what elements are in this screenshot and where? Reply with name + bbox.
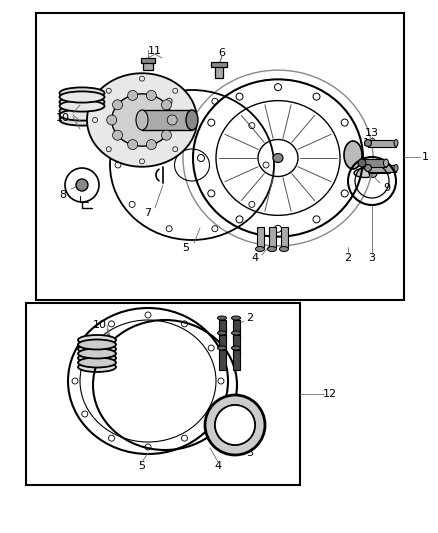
Circle shape — [76, 179, 88, 191]
Bar — [362, 159, 386, 167]
Ellipse shape — [364, 165, 371, 172]
Text: 13: 13 — [363, 138, 377, 148]
Bar — [280, 227, 287, 247]
Ellipse shape — [218, 316, 226, 320]
Text: 3: 3 — [247, 448, 254, 458]
Bar — [233, 335, 240, 355]
Ellipse shape — [60, 109, 105, 120]
Text: 4: 4 — [215, 461, 222, 471]
Text: 4: 4 — [251, 253, 258, 263]
Bar — [268, 227, 276, 247]
Bar — [36, 13, 404, 300]
Ellipse shape — [364, 140, 371, 147]
Ellipse shape — [354, 168, 376, 177]
Circle shape — [113, 130, 123, 140]
Text: 5: 5 — [183, 243, 190, 253]
Ellipse shape — [232, 331, 240, 335]
Ellipse shape — [186, 110, 198, 130]
Ellipse shape — [268, 246, 276, 252]
Ellipse shape — [78, 340, 116, 350]
Ellipse shape — [205, 395, 265, 455]
Ellipse shape — [136, 110, 148, 130]
Ellipse shape — [78, 362, 116, 372]
Ellipse shape — [273, 154, 283, 163]
Ellipse shape — [218, 331, 226, 335]
Circle shape — [146, 140, 156, 150]
Ellipse shape — [218, 346, 226, 350]
Ellipse shape — [255, 246, 265, 252]
Bar — [26, 303, 300, 485]
Bar — [141, 58, 155, 63]
Text: 9: 9 — [383, 183, 391, 193]
Bar — [257, 227, 264, 247]
Ellipse shape — [87, 73, 197, 167]
Bar — [233, 320, 240, 340]
Text: 1: 1 — [421, 151, 428, 161]
Ellipse shape — [78, 349, 116, 359]
Circle shape — [162, 130, 171, 140]
Text: 12: 12 — [323, 389, 337, 399]
Ellipse shape — [60, 87, 105, 99]
Text: 10: 10 — [56, 113, 70, 123]
Circle shape — [167, 115, 177, 125]
Ellipse shape — [279, 246, 289, 252]
Circle shape — [215, 405, 255, 445]
Text: 7: 7 — [145, 208, 152, 218]
Ellipse shape — [369, 168, 377, 177]
Bar — [368, 165, 396, 172]
Ellipse shape — [112, 94, 172, 146]
Ellipse shape — [394, 140, 398, 147]
Circle shape — [127, 91, 138, 100]
Ellipse shape — [60, 91, 105, 102]
Bar — [143, 62, 153, 70]
Ellipse shape — [232, 346, 240, 350]
Circle shape — [127, 140, 138, 150]
Text: 5: 5 — [138, 461, 145, 471]
Ellipse shape — [78, 358, 116, 367]
Bar — [219, 320, 226, 340]
Bar — [211, 62, 227, 67]
Circle shape — [107, 115, 117, 125]
Ellipse shape — [344, 141, 362, 169]
Bar — [215, 64, 223, 78]
Text: 2: 2 — [344, 253, 352, 263]
Bar — [233, 350, 240, 370]
Text: 8: 8 — [60, 190, 67, 200]
Text: 13: 13 — [365, 128, 379, 138]
Text: 11: 11 — [148, 46, 162, 56]
Ellipse shape — [394, 165, 398, 172]
Bar — [219, 350, 226, 370]
Ellipse shape — [78, 344, 116, 354]
Ellipse shape — [60, 100, 105, 111]
Ellipse shape — [358, 159, 366, 167]
Text: 6: 6 — [219, 48, 226, 58]
Ellipse shape — [60, 96, 105, 108]
Ellipse shape — [78, 335, 116, 345]
Ellipse shape — [60, 115, 105, 126]
Ellipse shape — [232, 316, 240, 320]
Ellipse shape — [78, 353, 116, 363]
Bar — [368, 140, 396, 147]
Text: 2: 2 — [247, 313, 254, 323]
Ellipse shape — [384, 159, 389, 167]
Text: 3: 3 — [368, 253, 375, 263]
Bar — [219, 335, 226, 355]
Text: 10: 10 — [93, 320, 107, 330]
Circle shape — [113, 100, 123, 110]
Bar — [142, 110, 192, 130]
Circle shape — [146, 91, 156, 100]
Ellipse shape — [60, 106, 105, 117]
Circle shape — [162, 100, 171, 110]
